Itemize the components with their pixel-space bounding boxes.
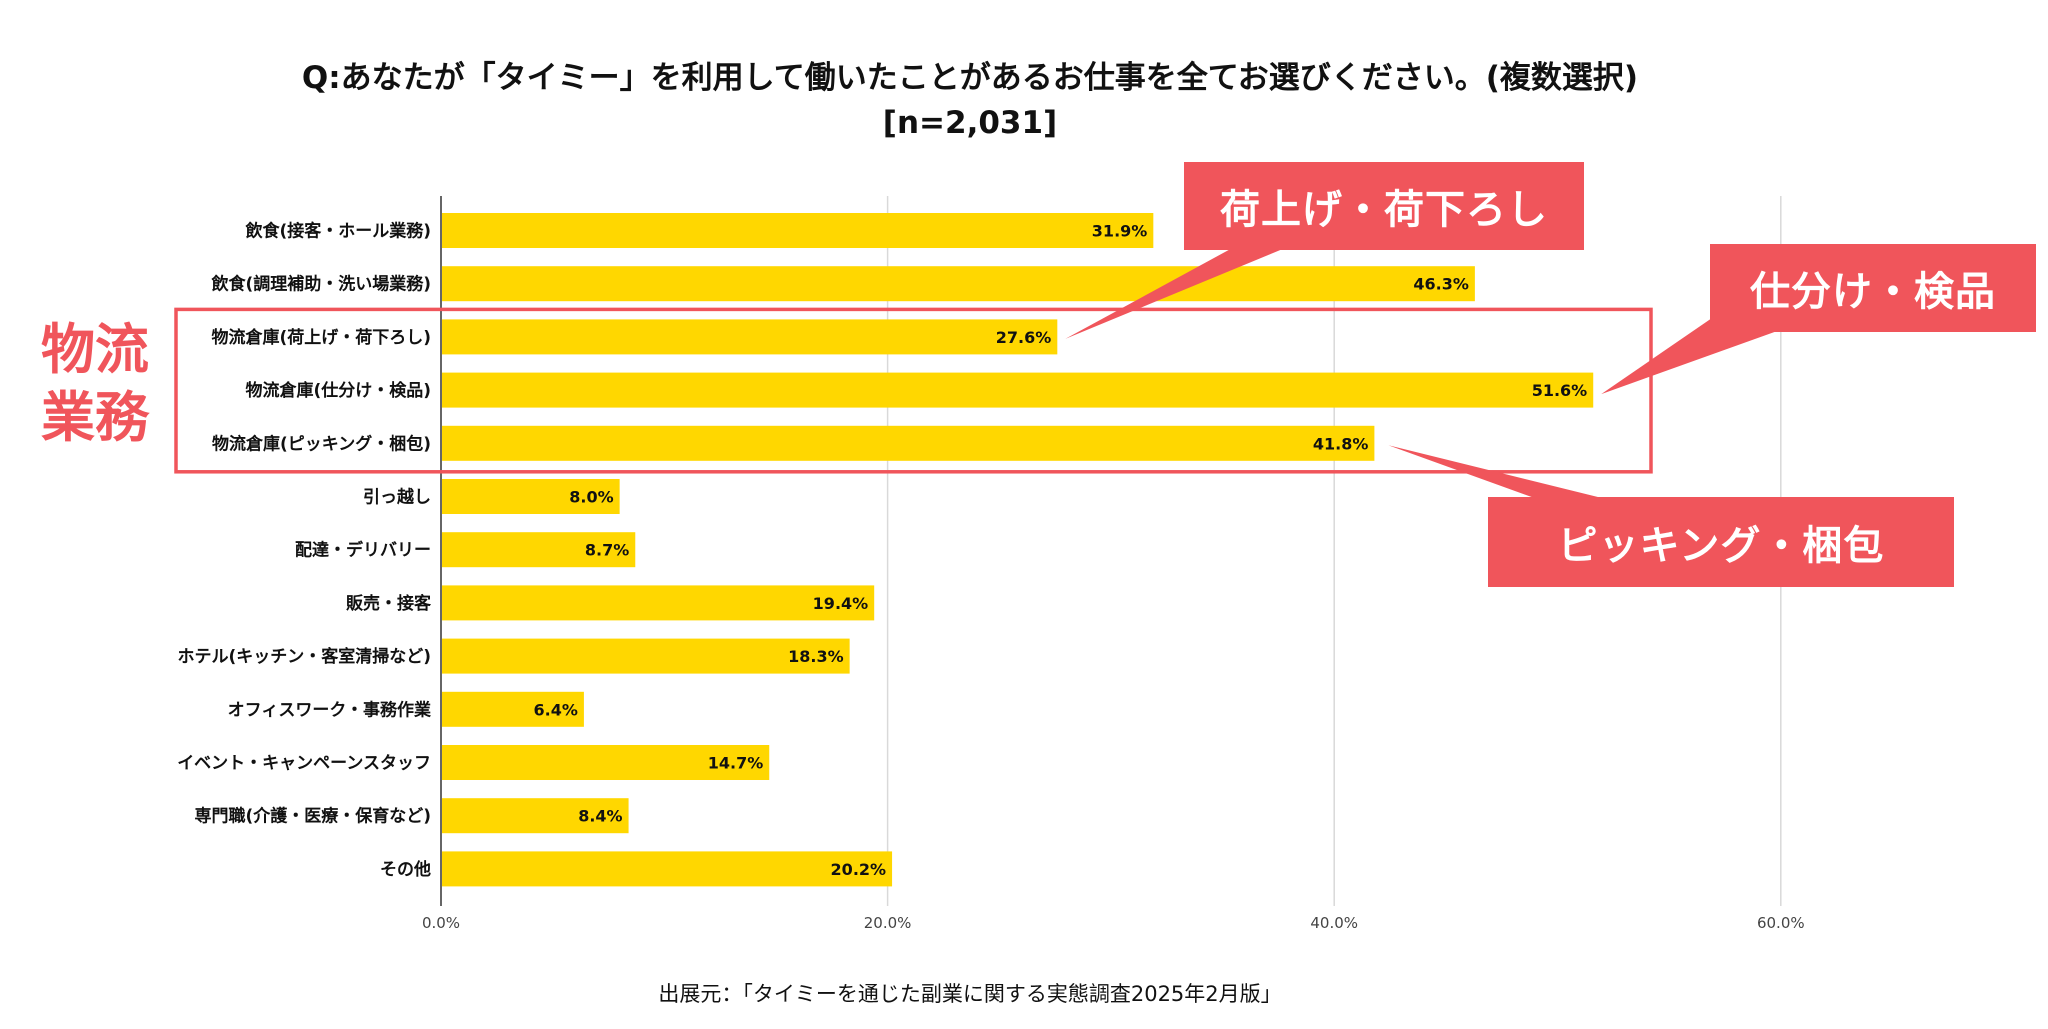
callout-shiwake-pointer bbox=[1601, 318, 1780, 395]
category-label: その他 bbox=[380, 859, 431, 880]
value-label: 14.7% bbox=[708, 754, 764, 773]
bar bbox=[442, 425, 1375, 461]
bar bbox=[442, 691, 584, 727]
value-label: 8.4% bbox=[578, 807, 622, 826]
logistics-group-label-line2: 業務 bbox=[41, 386, 149, 449]
bar bbox=[442, 266, 1475, 302]
bar bbox=[442, 638, 850, 674]
x-tick-label: 20.0% bbox=[864, 914, 912, 932]
value-label: 20.2% bbox=[831, 860, 887, 879]
value-label: 8.7% bbox=[585, 541, 629, 560]
logistics-group-label: 物流 業務 bbox=[30, 316, 160, 452]
value-label: 31.9% bbox=[1092, 222, 1148, 241]
chart-subtitle-sample-size: [n=2,031] bbox=[882, 105, 1058, 141]
value-label: 41.8% bbox=[1313, 434, 1369, 453]
x-tick-label: 40.0% bbox=[1310, 914, 1358, 932]
category-label: ホテル(キッチン・客室清掃など) bbox=[177, 646, 431, 667]
bar bbox=[442, 213, 1154, 248]
category-label: 物流倉庫(仕分け・検品) bbox=[245, 380, 431, 401]
x-tick-label: 60.0% bbox=[1757, 914, 1805, 932]
category-label: 配達・デリバリー bbox=[295, 540, 431, 561]
callout-nimotsu-pointer bbox=[1065, 246, 1290, 339]
logistics-highlight-box bbox=[174, 307, 1653, 474]
bar bbox=[442, 479, 620, 514]
category-label: 物流倉庫(荷上げ・荷下ろし) bbox=[211, 327, 431, 348]
bar bbox=[442, 798, 629, 834]
callout-picking: ピッキング・梱包 bbox=[1488, 497, 1954, 587]
x-tick-label: 0.0% bbox=[422, 914, 460, 932]
callout-picking-pointer bbox=[1388, 445, 1610, 500]
source-note: 出展元：「タイミーを通じた副業に関する実態調査2025年2月版」 bbox=[658, 982, 1282, 1006]
category-label: オフィスワーク・事務作業 bbox=[228, 699, 431, 720]
category-label: 販売・接客 bbox=[346, 593, 432, 614]
value-label: 6.4% bbox=[534, 700, 578, 719]
value-label: 46.3% bbox=[1413, 275, 1469, 294]
category-label: 飲食(調理補助・洗い場業務) bbox=[210, 274, 431, 295]
category-label: 専門職(介護・医療・保育など) bbox=[194, 806, 431, 827]
bar bbox=[442, 319, 1058, 355]
chart-title: Q:あなたが「タイミー」を利用して働いたことがあるお仕事を全てお選びください。(… bbox=[301, 60, 1639, 96]
callout-nimotsu: 荷上げ・荷下ろし bbox=[1184, 162, 1584, 250]
value-label: 27.6% bbox=[996, 328, 1052, 347]
logistics-group-label-line1: 物流 bbox=[41, 318, 149, 381]
category-label: 引っ越し bbox=[363, 487, 431, 508]
bar bbox=[442, 851, 893, 887]
bar bbox=[442, 532, 636, 568]
bar bbox=[442, 745, 770, 780]
category-label: 飲食(接客・ホール業務) bbox=[244, 221, 431, 242]
value-label: 8.0% bbox=[569, 488, 613, 507]
callout-shiwake: 仕分け・検品 bbox=[1710, 244, 2036, 332]
value-label: 18.3% bbox=[788, 647, 844, 666]
category-label: イベント・キャンペーンスタッフ bbox=[177, 754, 431, 774]
bar bbox=[442, 372, 1594, 408]
value-label: 19.4% bbox=[813, 594, 869, 613]
bar bbox=[442, 585, 875, 621]
category-label: 物流倉庫(ピッキング・梱包) bbox=[212, 433, 431, 454]
value-label: 51.6% bbox=[1532, 381, 1588, 400]
